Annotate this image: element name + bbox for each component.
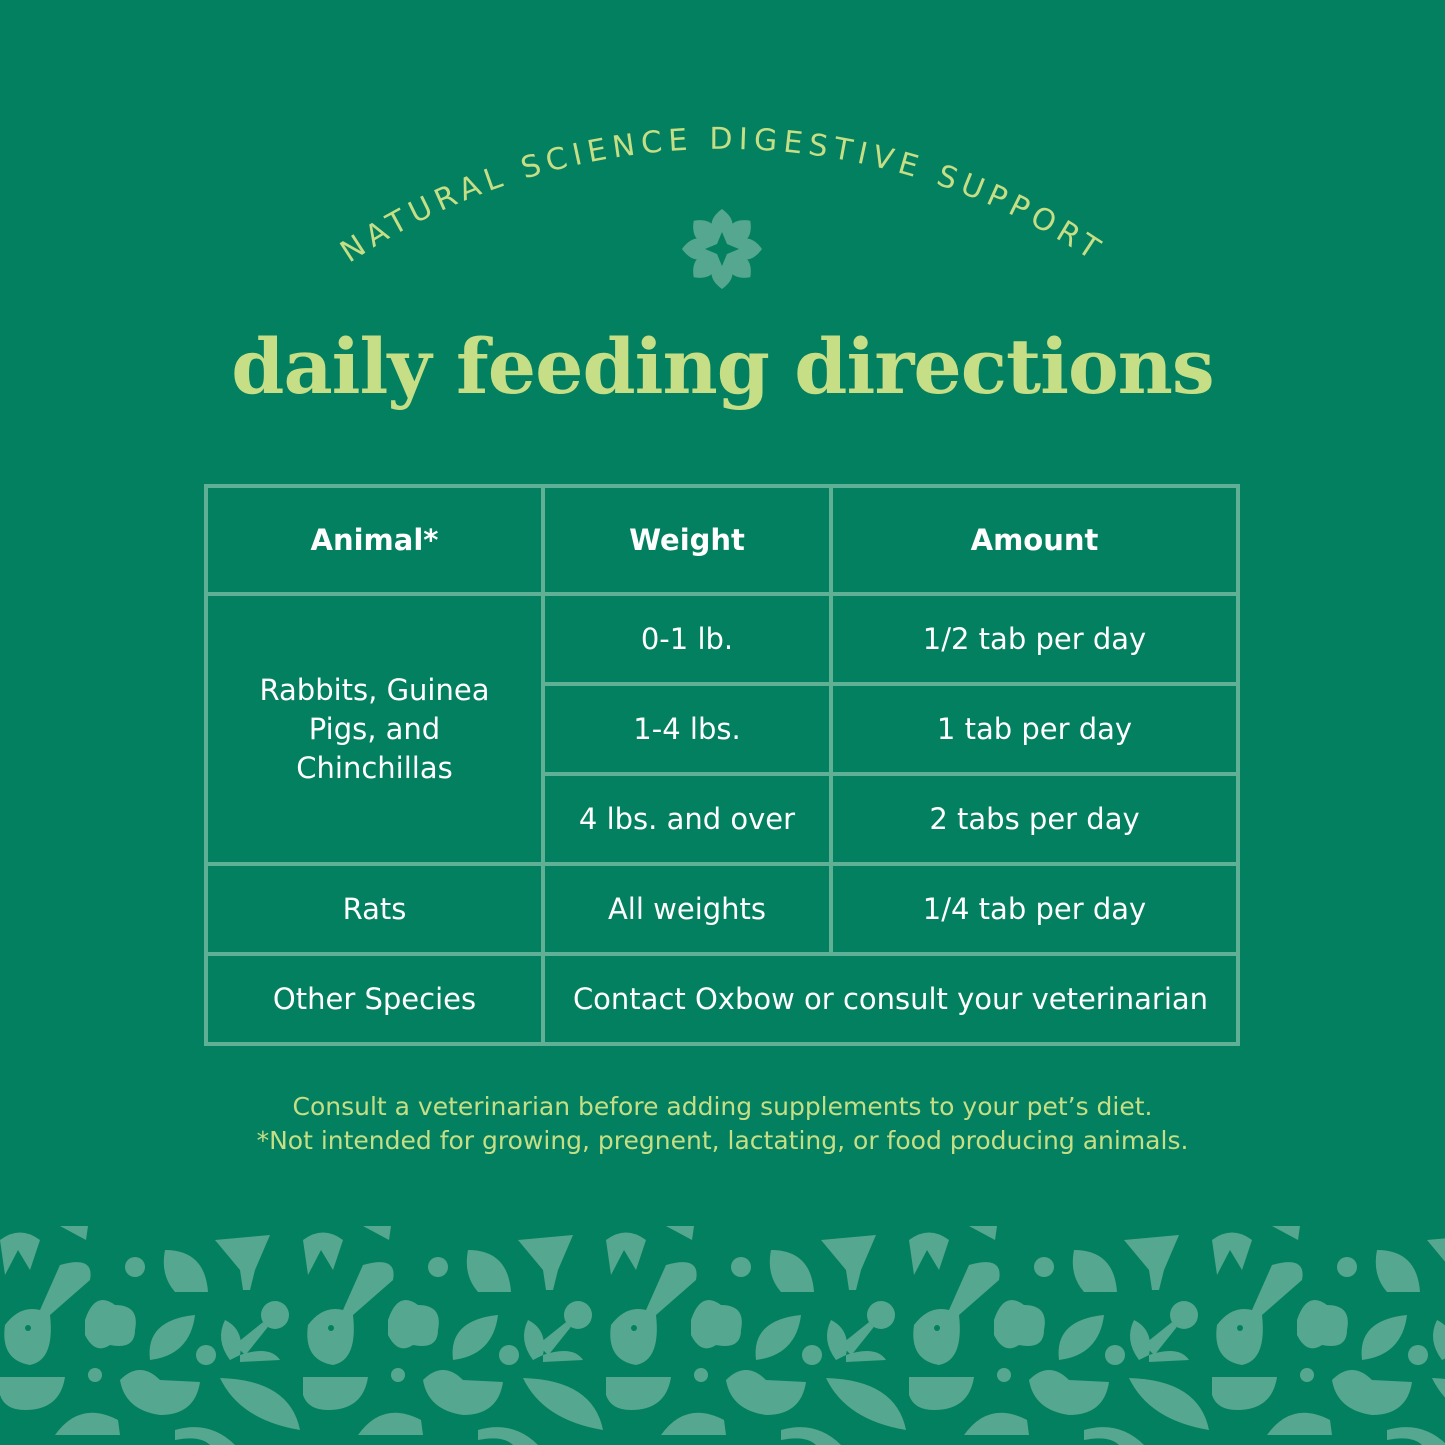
disclaimer: Consult a veterinarian before adding sup… [0, 1090, 1445, 1158]
weight-cell: 1-4 lbs. [541, 682, 833, 776]
weight-cell: 4 lbs. and over [541, 772, 833, 866]
decorative-pattern [0, 1220, 1445, 1445]
note-cell: Contact Oxbow or consult your veterinari… [541, 952, 1240, 1046]
flower-icon [682, 209, 762, 289]
table-row: Other Species Contact Oxbow or consult y… [204, 952, 1240, 1046]
weight-cell: All weights [541, 862, 833, 956]
disclaimer-line: *Not intended for growing, pregnent, lac… [256, 1126, 1189, 1155]
table-header-row: Animal* Weight Amount [204, 484, 1240, 596]
weight-cell: 0-1 lb. [541, 592, 833, 686]
header-weight: Weight [541, 484, 833, 596]
arc-heading: NATURAL SCIENCE DIGESTIVE SUPPORT [334, 122, 1105, 289]
animal-cell: Rats [204, 862, 545, 956]
amount-cell: 1 tab per day [829, 682, 1240, 776]
header-animal: Animal* [204, 484, 545, 596]
animal-cell: Rabbits, Guinea Pigs, and Chinchillas [204, 592, 545, 866]
table-row: Rats All weights 1/4 tab per day [204, 862, 1240, 956]
header-amount: Amount [829, 484, 1240, 596]
amount-cell: 1/2 tab per day [829, 592, 1240, 686]
amount-cell: 1/4 tab per day [829, 862, 1240, 956]
table-row: 4 lbs. and over 2 tabs per day [206, 772, 1240, 866]
page-title: daily feeding directions [231, 322, 1214, 411]
table-row: 1-4 lbs. 1 tab per day [206, 682, 1240, 776]
amount-cell: 2 tabs per day [829, 772, 1240, 866]
animal-cell: Other Species [204, 952, 545, 1046]
table-row: Rabbits, Guinea Pigs, and Chinchillas 0-… [204, 592, 1240, 866]
feeding-table: Animal* Weight Amount Rabbits, Guinea Pi… [204, 484, 1240, 1046]
disclaimer-line: Consult a veterinarian before adding sup… [292, 1092, 1153, 1121]
